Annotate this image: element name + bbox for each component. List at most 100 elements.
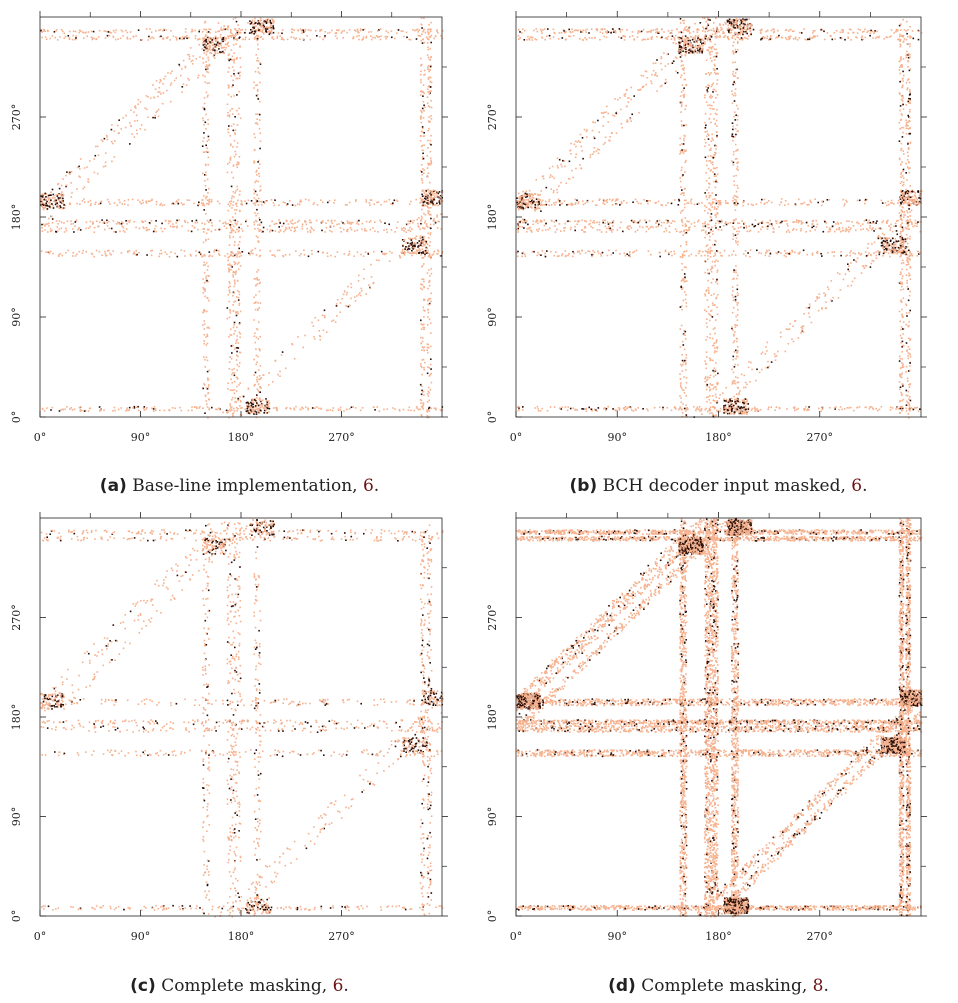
heatmap-cell (256, 123, 259, 126)
heatmap-cell (278, 226, 280, 228)
heatmap-cell (785, 37, 787, 39)
heatmap-cell (82, 187, 84, 190)
heatmap-cell (218, 220, 221, 222)
heatmap-cell (150, 250, 152, 252)
heatmap-cell (234, 262, 237, 264)
heatmap-cell (93, 255, 96, 258)
heatmap-cell (239, 407, 242, 409)
heatmap-cell (55, 194, 57, 196)
heatmap-cell (409, 220, 412, 222)
heatmap-cell (342, 37, 344, 39)
heatmap-cell (680, 120, 683, 122)
heatmap-cell (579, 252, 581, 255)
heatmap-cell (421, 241, 423, 243)
heatmap-cell (577, 221, 580, 223)
heatmap-cell (57, 199, 60, 201)
heatmap-cell (53, 194, 55, 197)
heatmap-cell (229, 219, 231, 222)
heatmap-cell (662, 406, 664, 409)
heatmap-cell (658, 223, 660, 226)
heatmap-cell (581, 229, 584, 231)
heatmap-cell (582, 39, 584, 41)
heatmap-cell (727, 38, 730, 40)
heatmap-cell (422, 326, 424, 329)
heatmap-cell (234, 283, 236, 285)
heatmap-cell (647, 38, 650, 40)
heatmap-cell (794, 203, 797, 206)
heatmap-cell (252, 408, 255, 410)
heatmap-cell (79, 410, 81, 412)
heatmap-cell (423, 169, 425, 171)
heatmap-cell (897, 29, 899, 31)
heatmap-cell (269, 230, 271, 233)
heatmap-cell (190, 255, 192, 257)
heatmap-cell (346, 220, 349, 222)
heatmap-cell (65, 252, 67, 254)
heatmap-cell (427, 78, 430, 80)
heatmap-cell (202, 255, 205, 257)
heatmap-cell (265, 399, 268, 402)
heatmap-cell (101, 140, 104, 143)
heatmap-cell (71, 255, 74, 257)
heatmap-cell (756, 410, 758, 412)
heatmap-cell (222, 40, 224, 43)
heatmap-cell (415, 38, 418, 40)
caption-ref-link[interactable]: 6 (363, 476, 374, 496)
heatmap-cell (43, 198, 45, 201)
heatmap-cell (106, 219, 108, 222)
heatmap-cell (429, 213, 431, 216)
heatmap-cell (920, 31, 923, 34)
heatmap-cell (636, 200, 638, 203)
heatmap-cell (348, 408, 351, 410)
heatmap-cell (95, 220, 98, 222)
heatmap-cell (356, 295, 358, 297)
heatmap-cell (257, 224, 259, 226)
heatmap-cell (215, 43, 218, 46)
heatmap-cell (211, 224, 213, 227)
heatmap-cell (543, 219, 546, 221)
heatmap-cell (428, 410, 431, 412)
heatmap-cell (429, 297, 432, 300)
heatmap-cell (413, 244, 415, 247)
heatmap-cell (766, 250, 769, 253)
heatmap-cell (281, 32, 283, 35)
heatmap-cell (236, 256, 238, 258)
heatmap-cell (428, 213, 430, 216)
heatmap-cell (239, 190, 241, 192)
heatmap-cell (51, 188, 54, 191)
heatmap-cell (190, 60, 193, 63)
heatmap-cell (427, 194, 429, 197)
heatmap-cell (228, 300, 230, 303)
heatmap-cell (357, 223, 360, 226)
heatmap-cell (229, 310, 232, 312)
heatmap-cell (58, 220, 61, 222)
heatmap-cell (907, 225, 909, 228)
heatmap-cell (820, 29, 822, 31)
heatmap-cell (229, 226, 232, 228)
heatmap-cell (408, 203, 411, 206)
heatmap-cell (570, 226, 572, 229)
heatmap-cell (84, 409, 87, 412)
heatmap-cell (886, 36, 889, 39)
heatmap-cell (424, 244, 426, 246)
heatmap-cell (236, 220, 239, 223)
heatmap-cell (229, 144, 232, 147)
heatmap-cell (169, 39, 171, 41)
heatmap-cell (530, 36, 533, 39)
heatmap-cell (262, 38, 264, 40)
heatmap-cell (251, 408, 254, 411)
heatmap-cell (683, 19, 686, 22)
heatmap-cell (747, 252, 749, 254)
heatmap-cell (801, 222, 804, 224)
heatmap-cell (228, 408, 231, 411)
heatmap-cell (46, 208, 49, 210)
heatmap-cell (249, 408, 252, 410)
heatmap-cell (599, 31, 602, 33)
heatmap-cell (59, 193, 61, 196)
heatmap-cell (438, 191, 441, 193)
heatmap-cell (288, 253, 291, 256)
heatmap-cell (568, 35, 570, 37)
heatmap-cell (74, 38, 76, 41)
heatmap-cell (133, 407, 136, 409)
heatmap-cell (158, 35, 161, 38)
